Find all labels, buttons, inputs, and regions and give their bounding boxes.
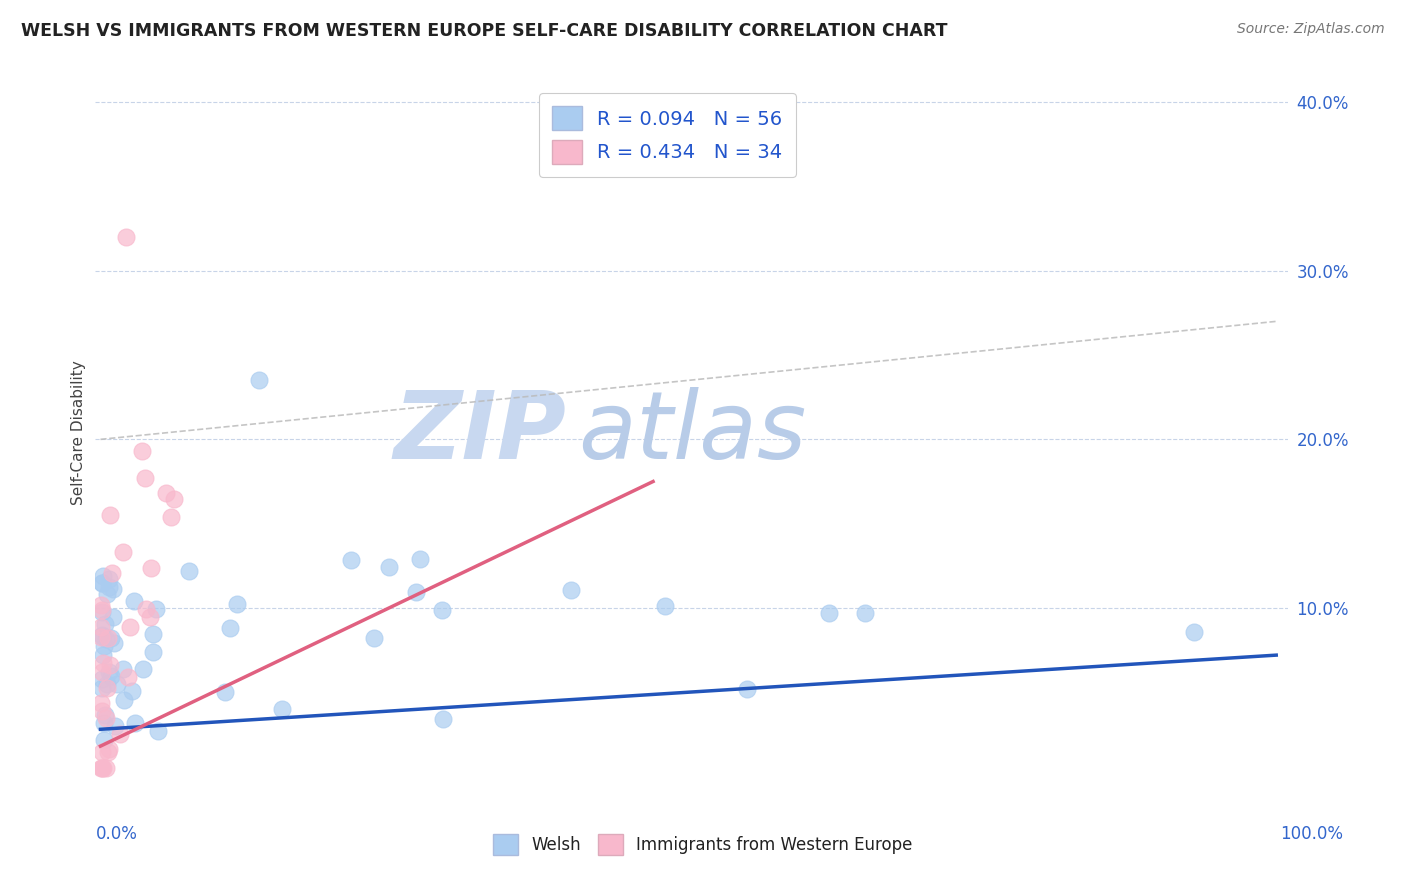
Point	[131, 443, 153, 458]
Point	[363, 631, 385, 645]
Point	[90, 605, 112, 619]
Point	[96, 586, 118, 600]
Legend: R = 0.094   N = 56, R = 0.434   N = 34: R = 0.094 N = 56, R = 0.434 N = 34	[538, 93, 796, 178]
Text: WELSH VS IMMIGRANTS FROM WESTERN EUROPE SELF-CARE DISABILITY CORRELATION CHART: WELSH VS IMMIGRANTS FROM WESTERN EUROPE …	[21, 22, 948, 40]
Legend: Welsh, Immigrants from Western Europe: Welsh, Immigrants from Western Europe	[486, 828, 920, 862]
Point	[93, 569, 115, 583]
Point	[560, 582, 582, 597]
Point	[91, 665, 114, 679]
Point	[270, 701, 292, 715]
Text: Source: ZipAtlas.com: Source: ZipAtlas.com	[1237, 22, 1385, 37]
Point	[90, 673, 112, 687]
Point	[226, 597, 249, 611]
Point	[108, 727, 131, 741]
Point	[405, 584, 427, 599]
Point	[90, 598, 112, 612]
Point	[98, 665, 121, 679]
Point	[132, 662, 155, 676]
Point	[409, 552, 432, 566]
Point	[93, 716, 115, 731]
Point	[145, 602, 167, 616]
Point	[91, 648, 114, 663]
Point	[100, 669, 122, 683]
Point	[97, 631, 120, 645]
Point	[96, 761, 118, 775]
Point	[91, 657, 114, 671]
Point	[94, 617, 117, 632]
Point	[104, 719, 127, 733]
Point	[1182, 624, 1205, 639]
Point	[142, 645, 165, 659]
Point	[179, 564, 201, 578]
Point	[139, 561, 162, 575]
Point	[90, 745, 112, 759]
Point	[103, 582, 125, 597]
Point	[94, 711, 117, 725]
Point	[94, 632, 117, 646]
Point	[214, 685, 236, 699]
Point	[134, 470, 156, 484]
Point	[90, 575, 112, 590]
Point	[91, 761, 114, 775]
Point	[115, 230, 138, 244]
Point	[117, 670, 139, 684]
Point	[122, 594, 145, 608]
Point	[135, 602, 157, 616]
Point	[654, 599, 676, 614]
Point	[90, 681, 112, 696]
Point	[90, 629, 112, 643]
Point	[91, 704, 114, 718]
Point	[90, 630, 112, 644]
Point	[90, 619, 112, 633]
Point	[96, 677, 118, 691]
Point	[98, 508, 121, 523]
Point	[112, 545, 135, 559]
Point	[142, 626, 165, 640]
Point	[93, 733, 115, 747]
Point	[155, 486, 177, 500]
Point	[139, 610, 162, 624]
Point	[101, 609, 124, 624]
Point	[90, 627, 112, 641]
Point	[91, 602, 114, 616]
Point	[340, 553, 363, 567]
Point	[98, 580, 121, 594]
Point	[432, 712, 454, 726]
Point	[163, 491, 186, 506]
Point	[247, 373, 270, 387]
Point	[735, 681, 758, 696]
Point	[96, 681, 118, 695]
Point	[90, 761, 112, 775]
Point	[98, 657, 121, 672]
Point	[90, 761, 112, 775]
Point	[93, 639, 115, 653]
Y-axis label: Self-Care Disability: Self-Care Disability	[72, 360, 86, 505]
Point	[818, 606, 841, 620]
Point	[100, 631, 122, 645]
Point	[148, 723, 170, 738]
Point	[112, 693, 135, 707]
Point	[90, 696, 112, 710]
Point	[160, 510, 183, 524]
Point	[105, 677, 128, 691]
Point	[101, 566, 124, 580]
Point	[96, 745, 118, 759]
Point	[94, 707, 117, 722]
Point	[103, 636, 125, 650]
Point	[853, 607, 876, 621]
Point	[121, 683, 143, 698]
Text: atlas: atlas	[578, 387, 806, 478]
Point	[432, 603, 454, 617]
Text: 0.0%: 0.0%	[96, 825, 138, 843]
Point	[112, 662, 135, 676]
Text: 100.0%: 100.0%	[1279, 825, 1343, 843]
Point	[97, 572, 120, 586]
Point	[219, 621, 242, 635]
Point	[377, 559, 399, 574]
Point	[97, 742, 120, 756]
Text: ZIP: ZIP	[394, 386, 567, 479]
Point	[90, 575, 112, 590]
Point	[124, 715, 146, 730]
Point	[118, 620, 141, 634]
